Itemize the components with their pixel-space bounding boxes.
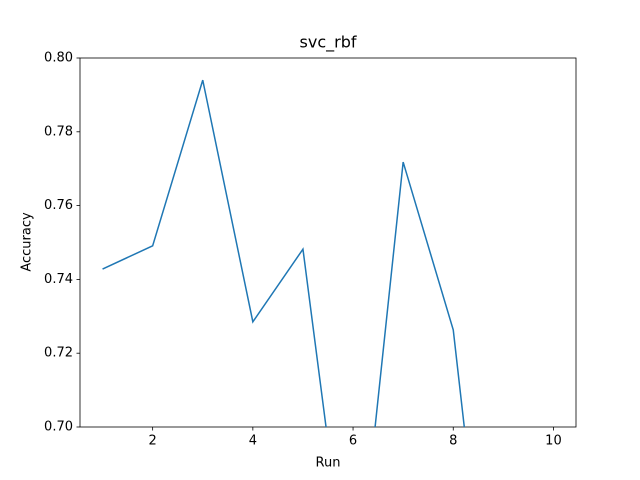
line: [102, 79, 466, 427]
plot-frame: [79, 57, 577, 428]
x-tick-label: 10: [545, 434, 562, 449]
y-axis-label: Accuracy: [20, 212, 35, 272]
y-tick-label: 0.76: [44, 198, 73, 213]
x-tick-label: 6: [349, 434, 357, 449]
x-tick-label: 4: [249, 434, 257, 449]
x-tick-label: 2: [149, 434, 157, 449]
y-tick-label: 0.74: [44, 272, 73, 287]
y-tick-label: 0.72: [44, 346, 73, 361]
chart-title: svc_rbf: [300, 33, 357, 53]
x-axis-label: Run: [316, 456, 341, 471]
y-tick-label: 0.78: [44, 124, 73, 139]
y-tick-label: 0.70: [44, 420, 73, 435]
y-tick-label: 0.80: [44, 51, 73, 66]
x-tick-label: 8: [449, 434, 457, 449]
